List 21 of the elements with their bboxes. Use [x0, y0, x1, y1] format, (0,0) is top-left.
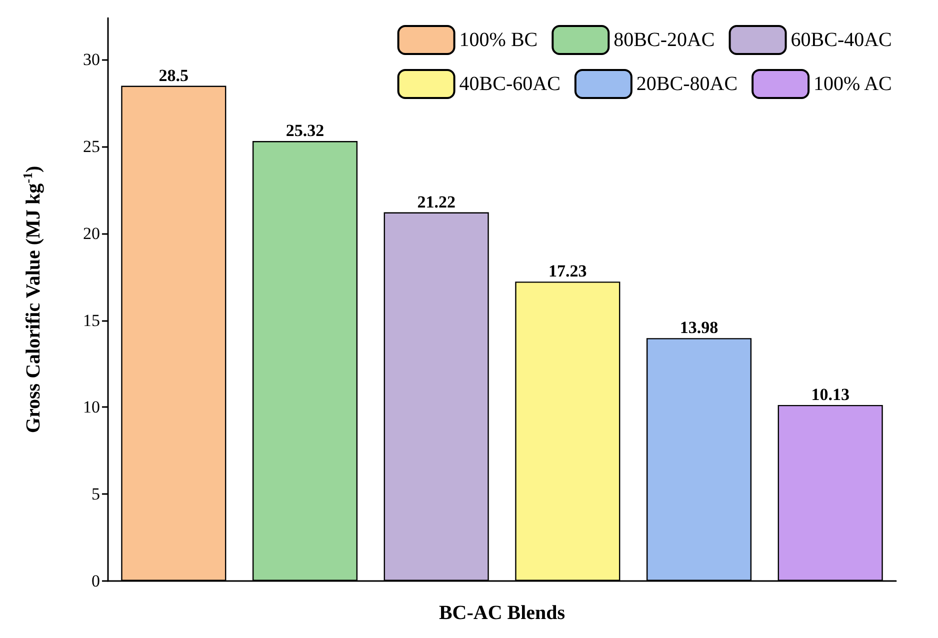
legend-label: 40BC-60AC — [459, 73, 560, 95]
legend-label: 100% BC — [459, 29, 538, 51]
data-label: 10.13 — [811, 384, 850, 404]
data-label: 21.22 — [417, 192, 456, 212]
data-label: 17.23 — [548, 262, 587, 281]
legend-label: 100% AC — [814, 73, 892, 95]
y-tick-label: 10 — [83, 398, 100, 417]
y-tick-label: 25 — [83, 137, 100, 156]
legend-label: 80BC-20AC — [614, 29, 715, 51]
y-tick-label: 30 — [83, 50, 100, 70]
y-tick-label: 0 — [92, 572, 100, 590]
data-label: 25.32 — [286, 121, 324, 140]
y-tick-label: 5 — [92, 484, 100, 504]
y-axis-title: Gross Calorific Value (MJ kg-1) — [20, 166, 44, 434]
legend-label: 20BC-80AC — [636, 73, 738, 95]
data-label: 13.98 — [680, 318, 718, 338]
legend-label: 60BC-40AC — [790, 29, 892, 51]
y-tick-label: 15 — [83, 310, 100, 330]
y-tick-label: 20 — [83, 224, 100, 243]
data-label: 28.5 — [158, 66, 189, 85]
x-axis-title: BC-AC Blends — [438, 602, 566, 624]
